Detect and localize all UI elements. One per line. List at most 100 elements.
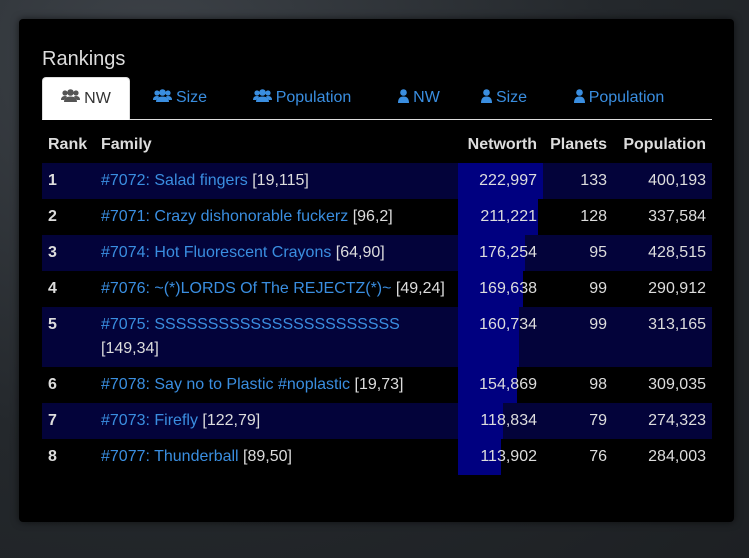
family-coords: [122,79]: [202, 412, 261, 429]
family-cell: #7074: Hot Fluorescent Crayons [64,90]: [95, 235, 458, 271]
family-coords: [149,34]: [101, 340, 159, 357]
family-link[interactable]: #7072: Salad fingers: [101, 172, 248, 189]
ranking-tabs: NW Size Population NW Size Population: [42, 77, 712, 120]
table-row: 1 #7072: Salad fingers [19,115] 222,997 133…: [42, 163, 712, 199]
user-icon: [398, 88, 413, 108]
networth-value: 160,734: [479, 316, 537, 333]
tab-label: NW: [413, 89, 440, 106]
rank-cell: 3: [48, 244, 57, 261]
rank-cell: 7: [48, 412, 57, 429]
networth-cell: 211,221: [458, 199, 543, 235]
rank-cell: 2: [48, 208, 57, 225]
header-planets[interactable]: Planets: [550, 136, 607, 153]
family-cell: #7071: Crazy dishonorable fuckerz [96,2]: [95, 199, 458, 235]
networth-bar: [458, 403, 504, 439]
networth-bar: [458, 439, 502, 475]
header-networth[interactable]: Networth: [467, 136, 537, 153]
networth-cell: 118,834: [458, 403, 543, 439]
panel-title: Rankings: [42, 48, 126, 70]
family-link[interactable]: #7073: Firefly: [101, 412, 198, 429]
tab-label: Size: [495, 89, 528, 106]
rank-cell: 1: [48, 172, 57, 189]
table-row: 7 #7073: Firefly [122,79] 118,834 79 274,323: [42, 403, 712, 439]
tab-label: Population: [588, 89, 665, 106]
planets-cell: 79: [589, 412, 607, 429]
header-population[interactable]: Population: [623, 136, 706, 153]
family-link[interactable]: #7075: SSSSSSSSSSSSSSSSSSSSSSS: [101, 316, 400, 333]
table-header-row: Rank Family Networth Planets Population: [42, 127, 712, 163]
users-icon: [152, 88, 176, 108]
rankings-panel: Rankings NW Size Population NW Size Popu…: [19, 19, 734, 522]
rank-cell: 8: [48, 448, 57, 465]
planets-cell: 133: [580, 172, 607, 189]
rank-cell: 6: [48, 376, 57, 393]
table-row: 3 #7074: Hot Fluorescent Crayons [64,90] 1…: [42, 235, 712, 271]
networth-bar: [458, 163, 543, 199]
family-link[interactable]: #7077: Thunderball: [101, 448, 239, 465]
family-link[interactable]: #7071: Crazy dishonorable fuckerz: [101, 208, 349, 225]
tab-family-size[interactable]: Size: [138, 77, 222, 119]
family-cell: #7077: Thunderball [89,50]: [95, 439, 458, 475]
user-icon: [573, 88, 589, 108]
networth-bar: [458, 271, 523, 307]
table-row: 8 #7077: Thunderball [89,50] 113,902 76 284,…: [42, 439, 712, 475]
family-coords: [19,73]: [354, 376, 404, 393]
planets-cell: 128: [580, 208, 607, 225]
table-row: 4 #7076: ~(*)LORDS Of The REJECTZ(*)~ [49…: [42, 271, 712, 307]
family-link[interactable]: #7076: ~(*)LORDS Of The REJECTZ(*)~: [101, 280, 392, 297]
family-coords: [89,50]: [243, 448, 292, 465]
networth-bar: [458, 199, 539, 235]
networth-value: 113,902: [480, 448, 537, 465]
table-row: 6 #7078: Say no to Plastic #noplastic [19…: [42, 367, 712, 403]
planets-cell: 99: [589, 280, 607, 297]
family-link[interactable]: #7074: Hot Fluorescent Crayons: [101, 244, 332, 261]
population-cell: 284,003: [648, 448, 706, 465]
rankings-table: Rank Family Networth Planets Population …: [42, 127, 712, 475]
networth-value: 118,834: [480, 412, 537, 429]
family-link[interactable]: #7078: Say no to Plastic #noplastic: [101, 376, 351, 393]
population-cell: 313,165: [648, 316, 706, 333]
networth-cell: 160,734: [458, 307, 543, 367]
planets-cell: 99: [589, 316, 607, 333]
table-row: 2 #7071: Crazy dishonorable fuckerz [96,2…: [42, 199, 712, 235]
networth-cell: 169,638: [458, 271, 543, 307]
family-cell: #7073: Firefly [122,79]: [95, 403, 458, 439]
header-rank[interactable]: Rank: [48, 136, 88, 153]
users-icon: [61, 89, 84, 108]
tab-label: Size: [175, 89, 208, 106]
rank-cell: 5: [48, 316, 57, 333]
planets-cell: 76: [589, 448, 607, 465]
tab-player-nw[interactable]: NW: [382, 77, 456, 119]
networth-cell: 154,869: [458, 367, 543, 403]
networth-cell: 176,254: [458, 235, 543, 271]
tab-player-size[interactable]: Size: [466, 77, 542, 119]
population-cell: 290,912: [648, 280, 706, 297]
family-coords: [96,2]: [352, 208, 393, 225]
population-cell: 337,584: [648, 208, 706, 225]
networth-bar: [458, 235, 526, 271]
networth-value: 176,254: [479, 244, 537, 261]
population-cell: 274,323: [648, 412, 706, 429]
tab-family-nw[interactable]: NW: [42, 77, 130, 120]
table-row: 5 #7075: SSSSSSSSSSSSSSSSSSSSSSS [149,34]…: [42, 307, 712, 367]
tab-label: NW: [84, 89, 111, 107]
family-cell: #7078: Say no to Plastic #noplastic [19,…: [95, 367, 458, 403]
family-cell: #7075: SSSSSSSSSSSSSSSSSSSSSSS [149,34]: [95, 307, 458, 367]
user-icon: [480, 88, 496, 108]
rank-cell: 4: [48, 280, 57, 297]
tab-family-population[interactable]: Population: [232, 77, 372, 119]
population-cell: 400,193: [648, 172, 706, 189]
networth-value: 169,638: [479, 280, 537, 297]
header-family[interactable]: Family: [101, 136, 152, 153]
family-cell: #7072: Salad fingers [19,115]: [95, 163, 458, 199]
planets-cell: 95: [589, 244, 607, 261]
networth-value: 222,997: [479, 172, 537, 189]
family-coords: [19,115]: [252, 172, 309, 189]
family-coords: [49,24]: [395, 280, 445, 297]
family-coords: [64,90]: [335, 244, 385, 261]
networth-bar: [458, 307, 520, 367]
tab-player-population[interactable]: Population: [554, 77, 684, 119]
users-icon: [252, 88, 276, 108]
networth-value: 211,221: [480, 208, 537, 225]
population-cell: 309,035: [648, 376, 706, 393]
